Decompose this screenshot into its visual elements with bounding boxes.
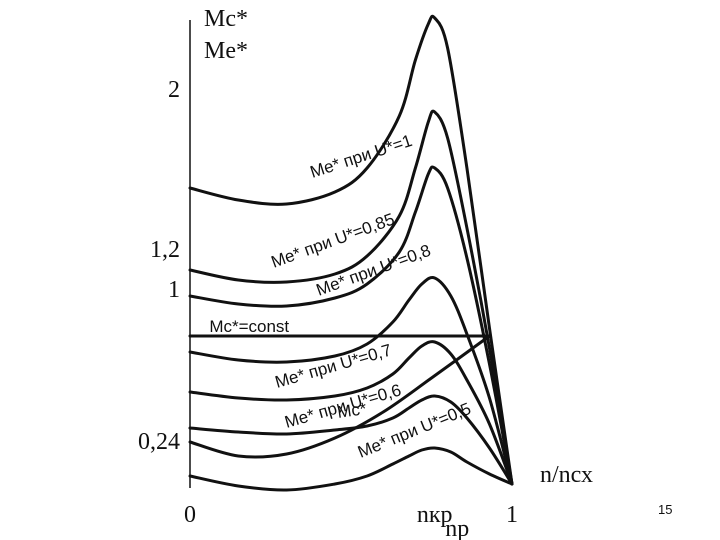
series-line-7 xyxy=(188,446,514,492)
series-line-4 xyxy=(188,276,514,486)
series-line-3 xyxy=(188,165,514,486)
series-line-9 xyxy=(188,334,491,459)
y-axis-label-me: Me* xyxy=(204,38,248,64)
page-number: 15 xyxy=(658,502,672,517)
x-tick-label-4: 1 xyxy=(506,502,518,528)
y-tick-label-1: 2 xyxy=(168,77,180,103)
series-line-6 xyxy=(188,394,514,486)
y-tick-label-4: 0,24 xyxy=(138,429,180,455)
x-axis-label: n/nсх xyxy=(540,462,593,488)
y-tick-label-3: 1 xyxy=(168,277,180,303)
x-tick-label-3: nр xyxy=(445,516,469,540)
x-tick-label-1: 0 xyxy=(184,502,196,528)
series-line-2 xyxy=(188,109,514,486)
series-line-5 xyxy=(188,340,514,486)
curve-label-4: Mc*=const xyxy=(209,317,289,336)
y-tick-label-2: 1,2 xyxy=(150,237,180,263)
x-tick-label-2: nкр xyxy=(417,502,453,528)
series-line-1 xyxy=(188,14,514,486)
curves xyxy=(188,14,514,492)
y-axis-label-mc: Mc* xyxy=(204,6,248,32)
curve-label-7: Mc* xyxy=(336,399,368,422)
